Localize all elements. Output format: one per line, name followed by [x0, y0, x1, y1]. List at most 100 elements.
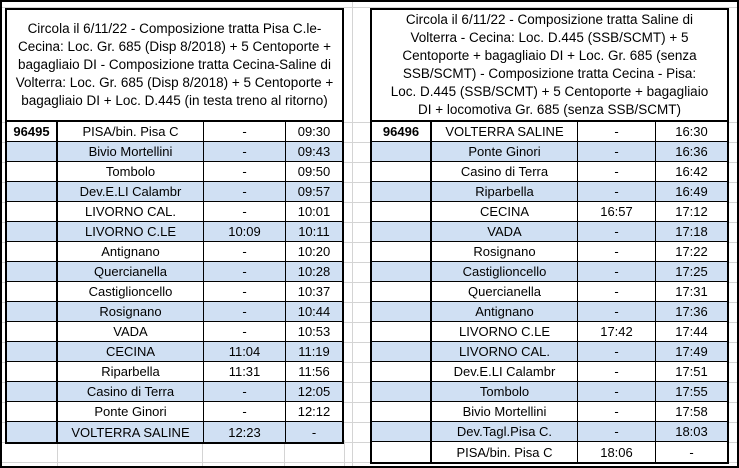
arrival-time-cell: 12:23	[204, 422, 286, 442]
arrival-time-cell: 10:09	[204, 222, 286, 241]
station-cell: Tombolo	[432, 382, 578, 401]
departure-time-cell: 17:22	[675, 244, 708, 259]
arrival-time-cell: -	[578, 162, 656, 181]
train-number-cell	[7, 182, 58, 201]
arrival-time-cell: -	[578, 262, 656, 281]
table-row: LIVORNO C.LE 10:09 10:11	[7, 222, 342, 242]
table-row: Casino di Terra - 16:42	[372, 162, 727, 182]
departure-time-cell: 16:36	[675, 144, 708, 159]
arrival-time-cell: -	[578, 122, 656, 141]
arrival-time-cell: -	[578, 422, 656, 441]
arrival-time-cell: -	[578, 282, 656, 301]
train-number-cell	[7, 302, 58, 321]
station-cell: LIVORNO CAL.	[432, 342, 578, 361]
arrival-time-cell: -	[578, 402, 656, 421]
train-number-cell	[7, 342, 58, 361]
train-number-cell	[372, 162, 432, 181]
departure-time-cell: 10:11	[298, 224, 330, 239]
station-cell: Quercianella	[432, 282, 578, 301]
station-cell: Tombolo	[58, 162, 204, 181]
table-row: VADA -10:53	[7, 322, 342, 342]
arrival-time-cell: -	[204, 122, 286, 141]
table-row: Ponte Ginori - 16:36	[372, 142, 727, 162]
arrival-time-cell: 16:57	[578, 202, 656, 221]
train-96495-composition-note: Circola il 6/11/22 - Composizione tratta…	[5, 8, 344, 122]
table-row: 96496 VOLTERRA SALINE - 16:30	[372, 122, 727, 142]
train-number-cell	[7, 422, 58, 442]
composition-note-line: Circola il 6/11/22 - Composizione tratta…	[27, 21, 322, 36]
train-96496-composition-note: Circola il 6/11/22 - Composizione tratta…	[370, 8, 729, 122]
table-row: Tombolo - 17:55	[372, 382, 727, 402]
arrival-time-cell: 18:06	[578, 442, 656, 462]
departure-time-cell: 17:36	[675, 304, 708, 319]
composition-note-line: bagagliaio DI - Composizione tratta Ceci…	[18, 57, 331, 72]
departure-time-cell: 17:12	[675, 204, 708, 219]
arrival-time-cell: 17:42	[578, 322, 656, 341]
train-number-cell	[372, 442, 432, 462]
departure-time-cell: 17:25	[675, 264, 708, 279]
table-row: Dev.Tagl.Pisa C. - 18:03	[372, 422, 727, 442]
gridline	[2, 222, 737, 223]
arrival-time-cell: 11:31	[204, 362, 286, 381]
train-96495-table: Circola il 6/11/22 - Composizione tratta…	[5, 8, 344, 444]
gridline	[2, 422, 737, 423]
table-row: Tombolo -09:50	[7, 162, 342, 182]
train-number-cell	[7, 322, 58, 341]
composition-note-line: SSB/SCMT) - Composizione tratta Cecina -…	[402, 66, 697, 81]
gridline	[2, 302, 737, 303]
station-cell: Casino di Terra	[432, 162, 578, 181]
arrival-time-cell: -	[578, 302, 656, 321]
arrival-time-cell: -	[578, 362, 656, 381]
arrival-time-cell: -	[204, 402, 286, 421]
train-number-cell	[7, 262, 58, 281]
departure-time-cell: 10:44	[297, 304, 331, 319]
gridline	[2, 322, 737, 323]
composition-note-line: Cecina: Loc. Gr. 685 (Disp 8/2018) + 5 C…	[18, 39, 331, 54]
gridline	[352, 2, 353, 466]
arrival-time-cell: 11:04	[204, 342, 286, 361]
gridline	[2, 202, 737, 203]
table-row: Quercianella - 17:31	[372, 282, 727, 302]
station-cell: VOLTERRA SALINE	[432, 122, 578, 141]
arrival-time-cell: -	[204, 282, 286, 301]
arrival-time-cell: -	[204, 142, 286, 161]
gridline	[2, 262, 737, 263]
arrival-time-cell: -	[578, 182, 656, 201]
gridline	[2, 142, 737, 143]
station-cell: Rosignano	[432, 242, 578, 261]
train-number-cell	[372, 142, 432, 161]
train-number-cell	[372, 402, 432, 421]
table-row: VADA - 17:18	[372, 222, 727, 242]
arrival-time-cell: -	[204, 322, 286, 341]
station-cell: LIVORNO C.LE	[58, 222, 204, 241]
table-row: 96495 PISA/bin. Pisa C -09:30	[7, 122, 342, 142]
composition-note-line: DI + locomotiva Gr. 685 (senza SSB/SCMT)	[418, 102, 681, 117]
train-number-cell	[7, 222, 58, 241]
train-number-cell	[372, 262, 432, 281]
train-number-cell: 96495	[7, 122, 58, 141]
arrival-time-cell: -	[578, 342, 656, 361]
arrival-time-cell: -	[204, 242, 286, 261]
station-cell: CECINA	[432, 202, 578, 221]
table-row: PISA/bin. Pisa C 18:06 -	[372, 442, 727, 462]
arrival-time-cell: -	[578, 142, 656, 161]
departure-time-cell: 11:19	[298, 344, 330, 359]
departure-time-cell: 17:51	[675, 364, 708, 379]
gridline	[2, 122, 737, 123]
station-cell: Dev.E.LI Calambr	[432, 362, 578, 381]
arrival-time-cell: -	[204, 302, 286, 321]
train-number-cell	[372, 382, 432, 401]
arrival-time-cell: -	[578, 242, 656, 261]
departure-time-cell: 10:01	[297, 204, 331, 219]
train-number-cell	[7, 362, 58, 381]
departure-time-cell: 12:12	[297, 404, 331, 419]
station-cell: Ponte Ginori	[58, 402, 204, 421]
station-cell: Rosignano	[58, 302, 204, 321]
arrival-time-cell: -	[204, 262, 286, 281]
gridline	[2, 342, 737, 343]
departure-time-cell: -	[689, 444, 694, 460]
gridline	[284, 440, 285, 466]
departure-time-cell: 16:42	[675, 164, 708, 179]
